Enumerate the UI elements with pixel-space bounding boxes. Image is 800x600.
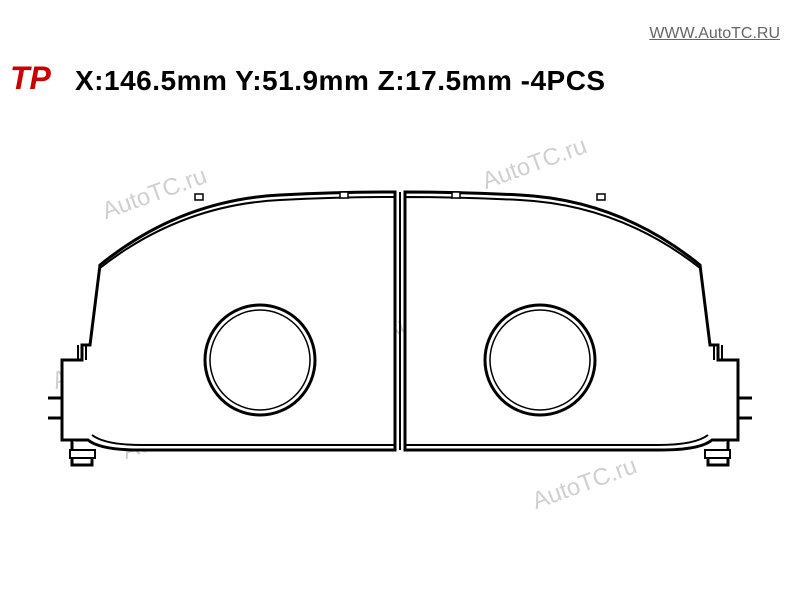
brand-logo: TP [10, 60, 70, 110]
dimensions-label: X:146.5mm Y:51.9mm Z:17.5mm -4PCS [75, 65, 606, 97]
logo-text: TP [10, 60, 51, 96]
technical-drawing-svg [0, 150, 800, 550]
left-brake-pad [48, 192, 395, 465]
brake-pad-diagram [0, 150, 800, 550]
watermark-url: WWW.AutoTC.RU [649, 25, 780, 43]
right-brake-pad [405, 192, 752, 465]
